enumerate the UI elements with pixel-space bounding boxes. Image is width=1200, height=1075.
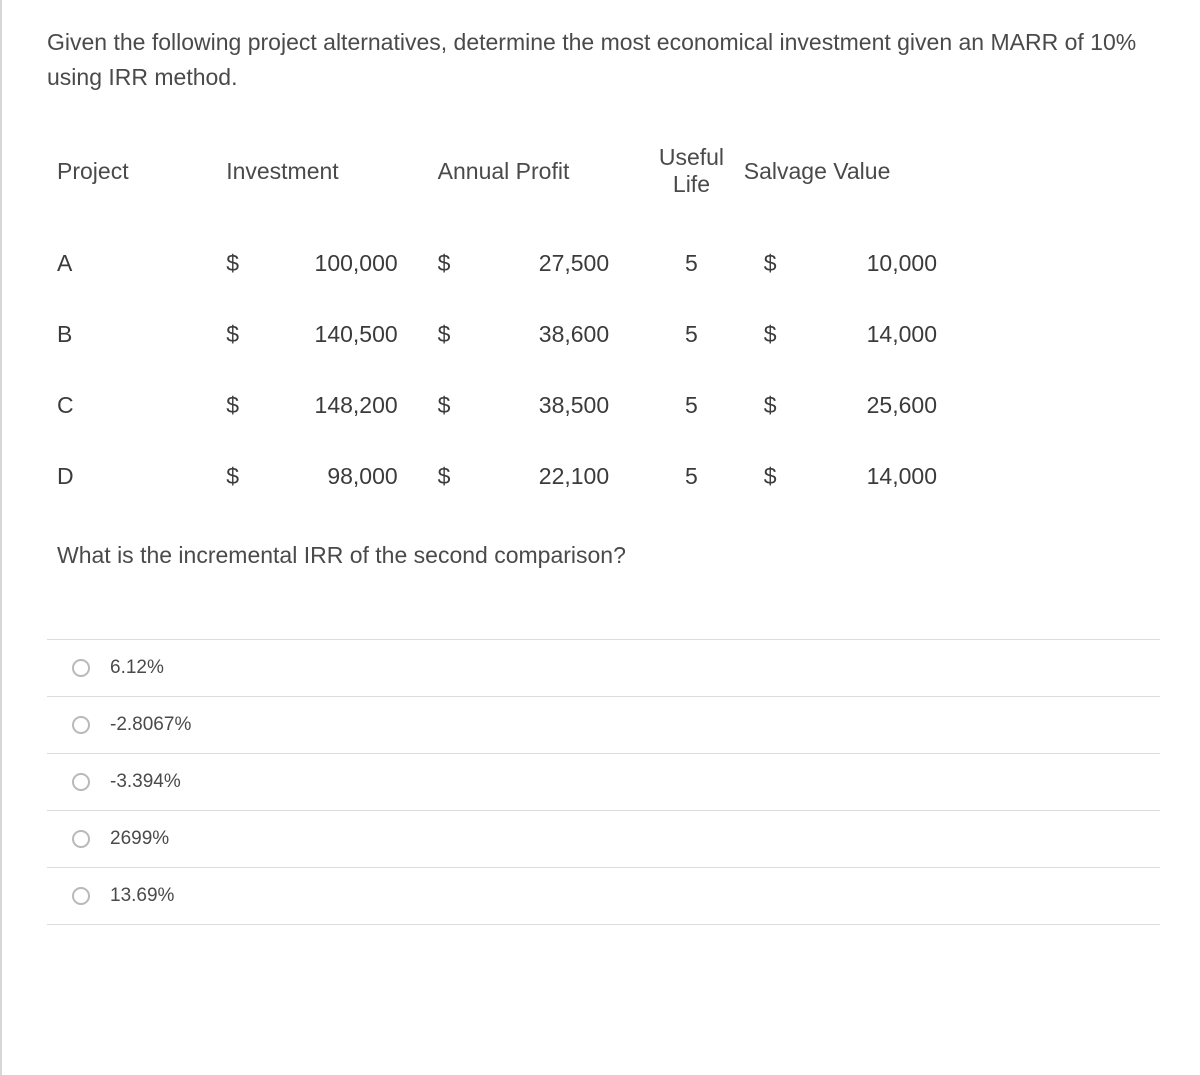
cell-investment: 148,200 [258, 370, 438, 441]
question-page: Given the following project alternatives… [0, 0, 1200, 1075]
table-row: D $ 98,000 $ 22,100 5 $ 14,000 [57, 441, 977, 512]
cell-project: A [57, 228, 226, 299]
table-row: C $ 148,200 $ 38,500 5 $ 25,600 [57, 370, 977, 441]
answer-options: 6.12% -2.8067% -3.394% 2699% 13.69% [47, 639, 1160, 925]
col-header-salvage-value: Salvage Value [734, 134, 977, 228]
table-row: B $ 140,500 $ 38,600 5 $ 14,000 [57, 299, 977, 370]
currency-symbol: $ [734, 370, 797, 441]
question-prompt: Given the following project alternatives… [47, 25, 1160, 94]
answer-option[interactable]: -3.394% [47, 754, 1160, 811]
currency-symbol: $ [734, 228, 797, 299]
cell-annual-profit: 38,600 [469, 299, 649, 370]
radio-icon [72, 659, 90, 677]
option-label: -3.394% [110, 771, 181, 793]
cell-annual-profit: 22,100 [469, 441, 649, 512]
currency-symbol: $ [438, 299, 470, 370]
option-label: 6.12% [110, 657, 164, 679]
table-header-row: Project Investment Annual Profit Useful … [57, 134, 977, 228]
cell-project: D [57, 441, 226, 512]
cell-useful-life: 5 [649, 441, 734, 512]
radio-icon [72, 830, 90, 848]
currency-symbol: $ [226, 441, 258, 512]
cell-project: B [57, 299, 226, 370]
table-row: A $ 100,000 $ 27,500 5 $ 10,000 [57, 228, 977, 299]
cell-annual-profit: 38,500 [469, 370, 649, 441]
radio-icon [72, 887, 90, 905]
col-header-useful-life: Useful Life [649, 134, 734, 228]
cell-useful-life: 5 [649, 228, 734, 299]
currency-symbol: $ [734, 299, 797, 370]
answer-option[interactable]: 2699% [47, 811, 1160, 868]
col-header-investment: Investment [226, 134, 437, 228]
cell-salvage: 10,000 [797, 228, 977, 299]
currency-symbol: $ [226, 299, 258, 370]
option-label: -2.8067% [110, 714, 191, 736]
currency-symbol: $ [734, 441, 797, 512]
option-label: 2699% [110, 828, 169, 850]
cell-salvage: 14,000 [797, 299, 977, 370]
radio-icon [72, 716, 90, 734]
cell-investment: 140,500 [258, 299, 438, 370]
project-data-table: Project Investment Annual Profit Useful … [57, 134, 977, 512]
currency-symbol: $ [226, 370, 258, 441]
cell-useful-life: 5 [649, 370, 734, 441]
answer-option[interactable]: 13.69% [47, 868, 1160, 925]
option-label: 13.69% [110, 885, 174, 907]
currency-symbol: $ [226, 228, 258, 299]
answer-option[interactable]: -2.8067% [47, 697, 1160, 754]
cell-investment: 100,000 [258, 228, 438, 299]
cell-salvage: 25,600 [797, 370, 977, 441]
col-header-annual-profit: Annual Profit [438, 134, 649, 228]
currency-symbol: $ [438, 228, 470, 299]
answer-option[interactable]: 6.12% [47, 640, 1160, 697]
cell-salvage: 14,000 [797, 441, 977, 512]
cell-annual-profit: 27,500 [469, 228, 649, 299]
currency-symbol: $ [438, 441, 470, 512]
col-header-project: Project [57, 134, 226, 228]
cell-useful-life: 5 [649, 299, 734, 370]
currency-symbol: $ [438, 370, 470, 441]
radio-icon [72, 773, 90, 791]
cell-project: C [57, 370, 226, 441]
followup-question: What is the incremental IRR of the secon… [57, 542, 1160, 569]
cell-investment: 98,000 [258, 441, 438, 512]
